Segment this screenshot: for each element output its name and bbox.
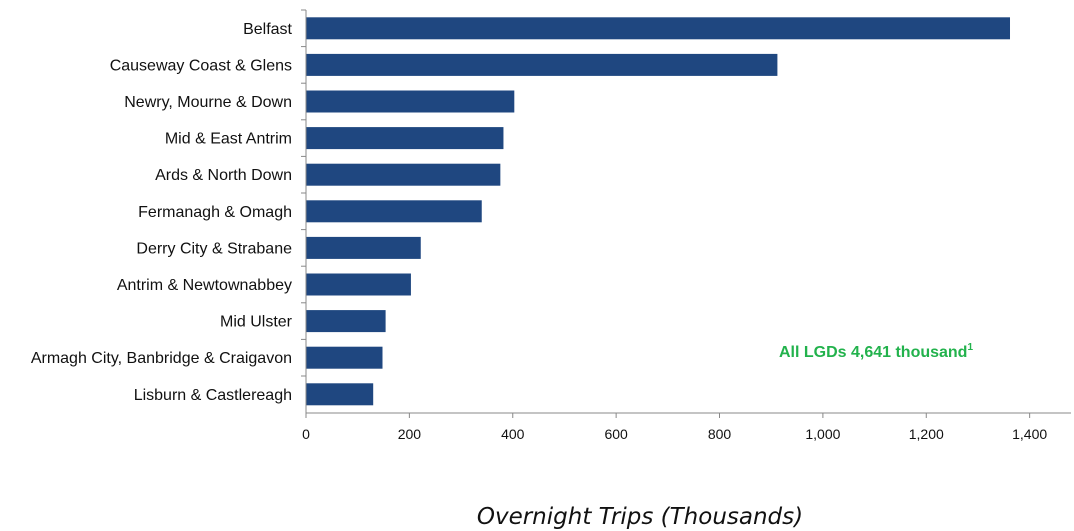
category-labels-group: Belfast Causeway Coast & Glens Newry, Mour… xyxy=(31,9,306,404)
x-tick-label: 0 xyxy=(302,426,310,442)
annotation-total: All LGDs 4,641 thousand1 xyxy=(779,342,973,361)
x-tick-label: 1,200 xyxy=(909,426,944,442)
bar xyxy=(306,53,778,76)
category-label: Mid Ulster xyxy=(220,314,293,331)
bar xyxy=(306,163,501,186)
bar xyxy=(306,236,421,259)
annotation-text: All LGDs 4,641 thousand xyxy=(779,344,967,361)
category-label: Fermanagh & Omagh xyxy=(138,204,292,221)
x-tick-label: 1,400 xyxy=(1012,426,1047,442)
x-tick-label: 800 xyxy=(708,426,732,442)
bar xyxy=(306,127,504,150)
annotation-superscript: 1 xyxy=(967,342,973,353)
category-label: Antrim & Newtownabbey xyxy=(117,277,292,294)
category-label: Causeway Coast & Glens xyxy=(110,57,292,74)
category-label: Ards & North Down xyxy=(155,167,292,184)
x-axis-title: Overnight Trips (Thousands) xyxy=(477,504,803,530)
bar xyxy=(306,310,386,333)
category-label: Derry City & Strabane xyxy=(136,240,292,257)
x-tick-label: 200 xyxy=(398,426,422,442)
category-label: Armagh City, Banbridge & Craigavon xyxy=(31,350,292,367)
x-tick-label: 1,000 xyxy=(805,426,840,442)
category-label: Newry, Mourne & Down xyxy=(124,94,292,111)
bar xyxy=(306,90,515,113)
bars-group xyxy=(306,17,1011,406)
x-ticks-group: 0 200 400 600 800 1,000 1,200 1,400 xyxy=(302,413,1047,442)
category-label: Belfast xyxy=(243,21,292,38)
bar xyxy=(306,273,411,296)
bar xyxy=(306,200,482,223)
x-tick-label: 600 xyxy=(604,426,628,442)
x-tick-label: 400 xyxy=(501,426,525,442)
bar xyxy=(306,17,1011,40)
category-label: Mid & East Antrim xyxy=(165,131,292,148)
bar xyxy=(306,346,383,369)
category-label: Lisburn & Castlereagh xyxy=(134,387,292,404)
bar xyxy=(306,383,374,406)
